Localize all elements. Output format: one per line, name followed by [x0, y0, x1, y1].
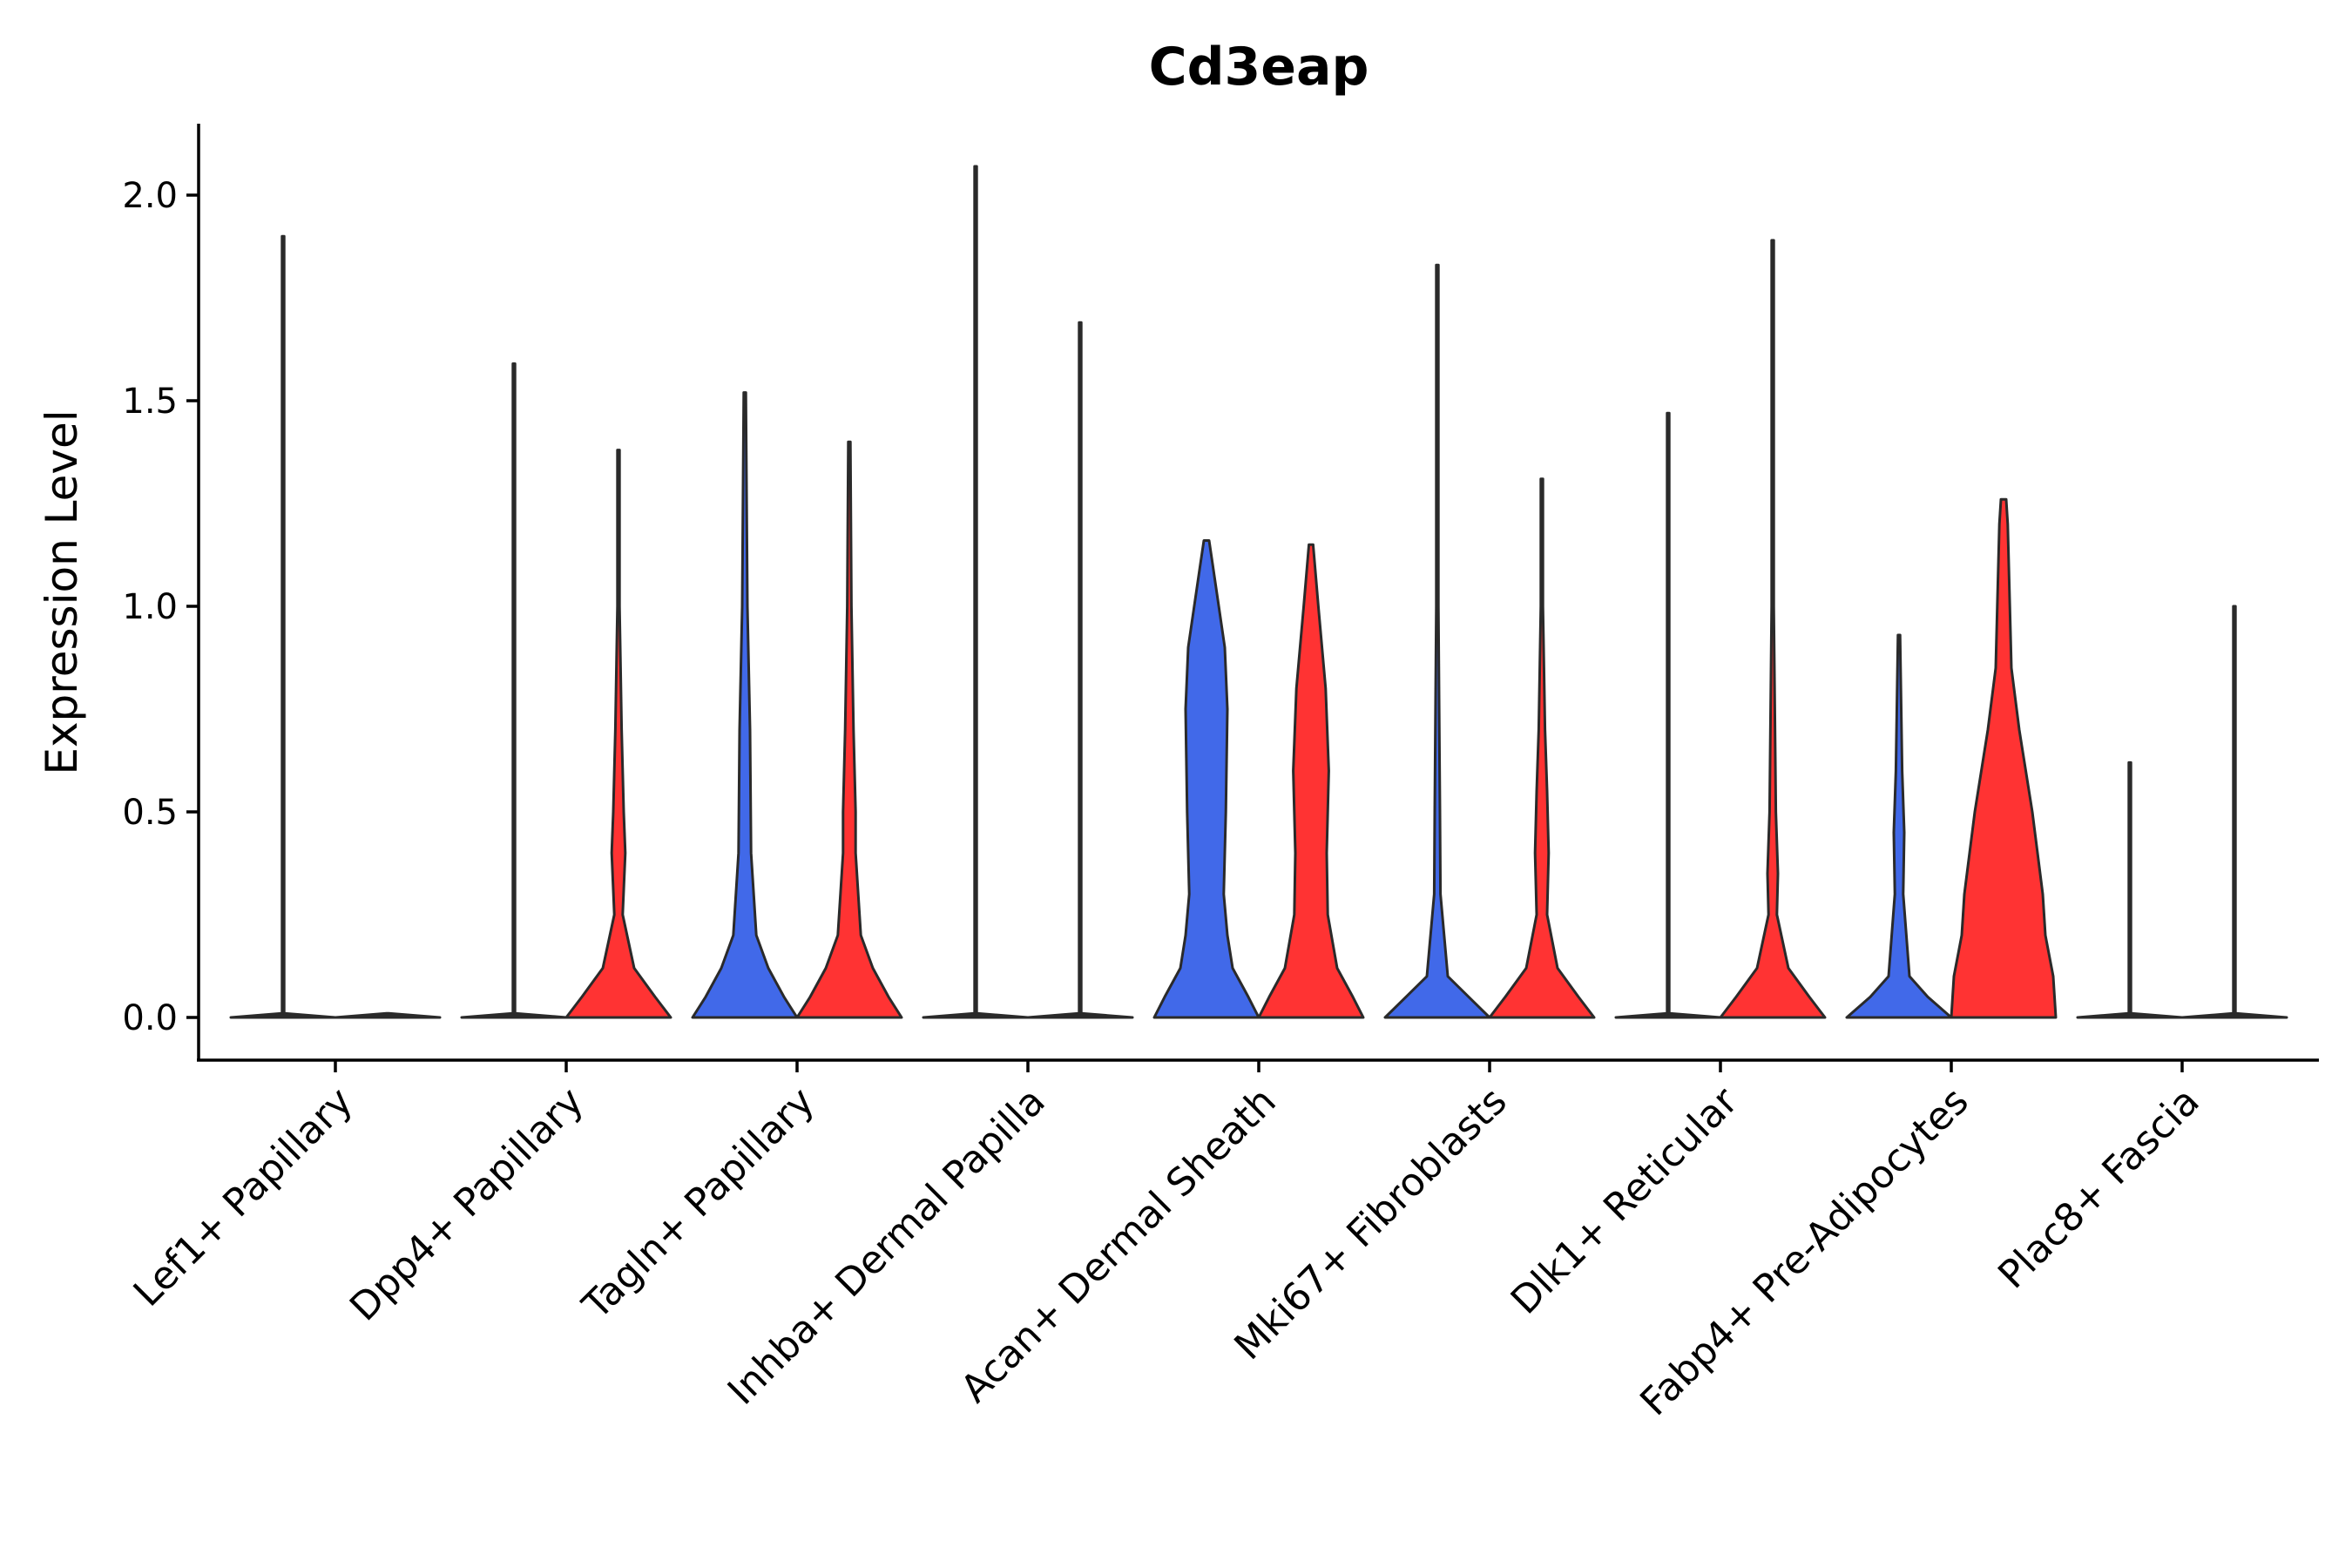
y-tick-label: 0.5	[122, 793, 178, 833]
violin-group1-7	[1845, 633, 1953, 1019]
violin-group2-3	[1026, 321, 1134, 1019]
violin-group2-7	[1950, 497, 2058, 1019]
violin-group1-0	[229, 234, 337, 1019]
y-axis-label: Expression Level	[37, 409, 87, 774]
category-label: Plac8+ Fascia	[1990, 1079, 2208, 1298]
violin-group2-2	[795, 440, 903, 1019]
category-label: Lef1+ Papillary	[125, 1079, 362, 1315]
y-tick-label: 1.0	[122, 587, 178, 627]
violin-group2-4	[1257, 543, 1365, 1019]
category-label: Dlk1+ Reticular	[1503, 1078, 1747, 1323]
chart-title: Cd3eap	[1149, 37, 1369, 98]
violin-group2-8	[2180, 605, 2288, 1019]
violin-group2-1	[564, 449, 672, 1019]
violin-group1-5	[1383, 263, 1491, 1019]
violin-group1-2	[691, 391, 799, 1019]
y-tick-label: 1.5	[122, 382, 178, 422]
y-tick-label: 0.0	[122, 998, 178, 1038]
category-label: Tagln+ Papillary	[574, 1079, 823, 1328]
violin-group2-6	[1719, 239, 1827, 1019]
violin-group1-3	[922, 165, 1030, 1019]
category-label: Dpp4+ Papillary	[341, 1079, 592, 1330]
y-axis: 0.0 0.5 1.0 1.5 2.0	[122, 176, 199, 1038]
violin-group1-6	[1614, 411, 1722, 1019]
violin-layer	[229, 165, 2288, 1019]
y-tick-label: 2.0	[122, 176, 178, 216]
violin-group1-8	[2076, 760, 2184, 1019]
violin-group2-0	[334, 1011, 442, 1019]
violin-group2-5	[1488, 477, 1596, 1019]
violin-group1-1	[460, 362, 568, 1019]
violin-group1-4	[1152, 539, 1260, 1019]
